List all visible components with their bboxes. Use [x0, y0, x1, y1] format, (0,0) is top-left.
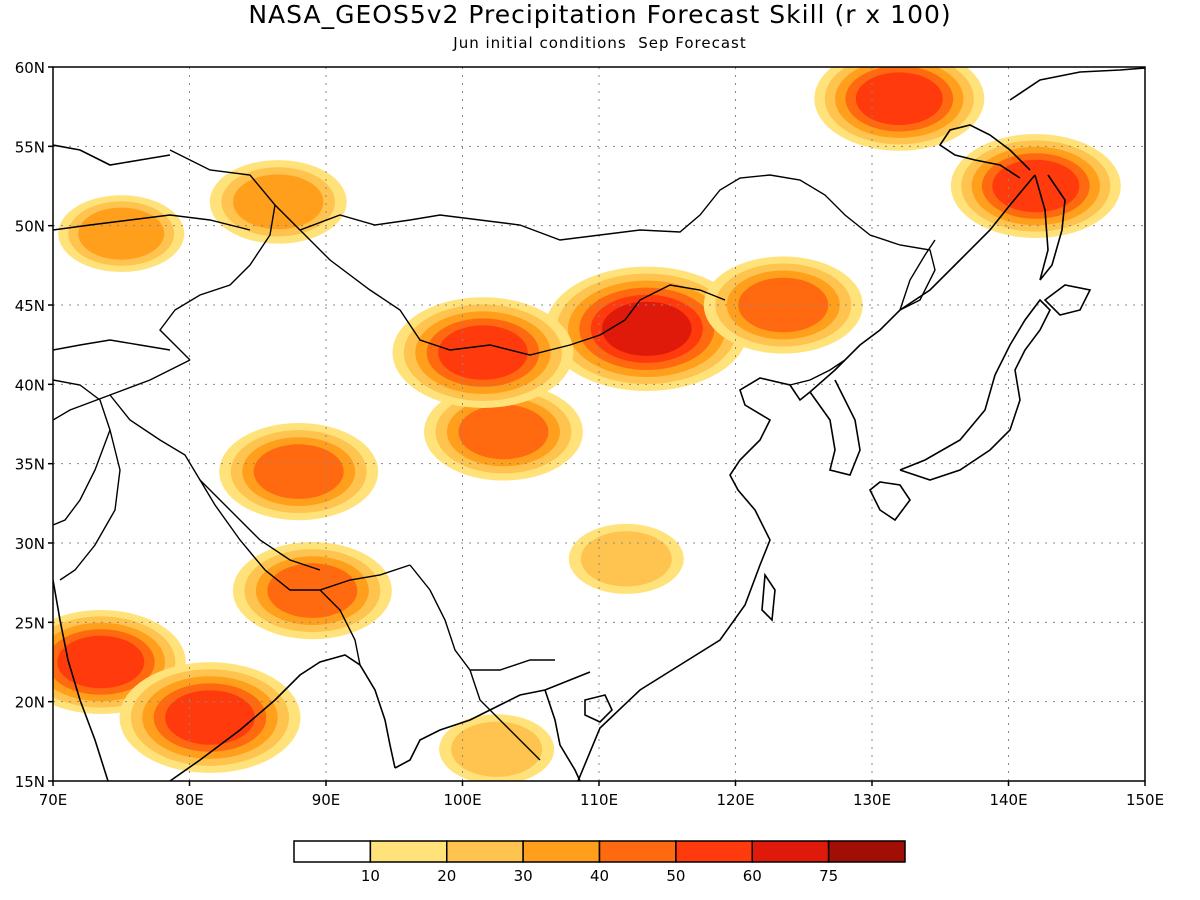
- colorbar-label: 20: [437, 867, 456, 885]
- border-northkorea-china: [789, 359, 846, 386]
- coastline-hainan: [584, 694, 613, 723]
- skill-region-central-china: [423, 383, 583, 481]
- skill-contour-50: [165, 690, 255, 745]
- axis-ticks: 70E 80E 90E 100E 110E 120E 130E 140E 150E 15N 20N 2…: [15, 59, 1164, 809]
- skill-contour-40: [253, 444, 344, 499]
- colorbar-label: 50: [666, 867, 685, 885]
- x-tick-label: 100E: [443, 791, 481, 809]
- y-tick-label: 20N: [15, 694, 45, 712]
- colorbar-label: 75: [819, 867, 838, 885]
- colorbar-label: 60: [743, 867, 762, 885]
- border-china-central-asia: [53, 359, 191, 421]
- border-india-myanmar: [319, 589, 361, 666]
- y-tick-label: 30N: [15, 535, 45, 553]
- coastline-kazakh-caspian: [53, 144, 171, 166]
- y-tick-label: 50N: [15, 218, 45, 236]
- skill-region-far-east-north: [814, 67, 985, 151]
- border-pakistan-india: [59, 429, 121, 581]
- y-tick-label: 40N: [15, 376, 45, 394]
- coastline-bay-of-bengal: [169, 654, 396, 781]
- skill-contour-40: [458, 404, 549, 460]
- colorbar-label: 40: [590, 867, 609, 885]
- coastline-hokkaido: [1043, 284, 1092, 316]
- skill-contour-30: [233, 174, 324, 230]
- coastline-layer: [53, 67, 1145, 781]
- border-china-pakistan-india: [109, 394, 411, 591]
- skill-contour-50: [855, 72, 943, 126]
- chart-title: NASA_GEOS5v2 Precipitation Forecast Skil…: [248, 0, 952, 29]
- x-tick-label: 140E: [989, 791, 1027, 809]
- coastline-china-east: [577, 174, 1036, 781]
- coastline-gulf-tonkin: [544, 689, 581, 781]
- skill-region-indochina: [439, 714, 555, 781]
- colorbar-label: 10: [361, 867, 380, 885]
- x-tick-label: 120E: [716, 791, 754, 809]
- skill-region-tibet-plateau: [219, 423, 379, 521]
- coastline-japan-south: [868, 481, 911, 522]
- colorbar-swatch: [369, 840, 448, 863]
- y-tick-label: 55N: [15, 138, 45, 156]
- colorbar: 10 20 30 40 50 60 75: [293, 840, 906, 885]
- borders-layer: [53, 149, 936, 761]
- skill-region-south-china: [568, 523, 684, 594]
- skill-region-south-siberia: [209, 160, 347, 244]
- coastline-japan: [899, 298, 1051, 481]
- colorbar-swatch: [522, 840, 601, 863]
- skill-region-gansu-north: [392, 297, 574, 408]
- skill-region-sakhalin: [950, 134, 1121, 238]
- colorbar-swatch: [827, 840, 906, 863]
- coastline-kamchatka-north: [1009, 67, 1145, 101]
- chart-subtitle: Jun initial conditions Sep Forecast: [453, 34, 747, 52]
- x-tick-label: 90E: [312, 791, 341, 809]
- colorbar-swatch: [446, 840, 524, 863]
- coastline-sakhalin: [1034, 174, 1066, 281]
- colorbar-label: 30: [514, 867, 533, 885]
- skill-region-bay-of-bengal: [119, 662, 301, 773]
- skill-contour-20: [580, 531, 672, 587]
- skill-contour-50: [438, 325, 528, 380]
- skill-region-north-china-mongolia: [545, 266, 749, 391]
- border-russia-china-east: [899, 239, 936, 311]
- skill-shading-layer: [53, 67, 1121, 781]
- border-uzbek-kyrgyz: [53, 339, 171, 351]
- x-tick-label: 110E: [580, 791, 618, 809]
- skill-contour-40: [738, 277, 829, 333]
- border-kazakhstan-china: [159, 204, 276, 361]
- x-tick-label: 70E: [39, 791, 68, 809]
- border-india-nepal: [199, 479, 321, 571]
- coastline-indochina: [394, 671, 591, 769]
- border-laos-vietnam: [469, 669, 541, 761]
- y-tick-label: 60N: [15, 59, 45, 77]
- skill-contour-30: [78, 207, 165, 260]
- border-mongolia-china: [299, 229, 726, 356]
- skill-contour-20: [451, 721, 543, 777]
- y-tick-label: 25N: [15, 614, 45, 632]
- colorbar-swatch: [598, 840, 677, 863]
- colorbar-swatch: [675, 840, 753, 863]
- x-tick-label: 150E: [1126, 791, 1164, 809]
- colorbar-swatch: [293, 840, 372, 863]
- coastline-india: [53, 579, 109, 781]
- colorbar-swatch: [751, 840, 830, 863]
- x-tick-label: 130E: [853, 791, 891, 809]
- coastline-okhotsk: [938, 124, 1031, 179]
- y-tick-label: 35N: [15, 456, 45, 474]
- border-kazakhstan-russia: [53, 214, 251, 231]
- coastline-korea: [809, 379, 861, 476]
- border-myanmar-china: [409, 564, 555, 671]
- y-tick-label: 15N: [15, 773, 45, 791]
- y-tick-label: 45N: [15, 297, 45, 315]
- grid-lines: [53, 67, 1145, 781]
- x-tick-label: 80E: [175, 791, 204, 809]
- skill-contour-60: [601, 301, 692, 356]
- skill-region-northeast-china: [703, 256, 863, 354]
- border-afghanistan: [53, 379, 111, 526]
- skill-contour-50: [57, 635, 145, 689]
- skill-region-kazakhstan-north: [58, 195, 185, 272]
- coastline-taiwan: [761, 572, 776, 622]
- border-russia-south: [169, 149, 936, 311]
